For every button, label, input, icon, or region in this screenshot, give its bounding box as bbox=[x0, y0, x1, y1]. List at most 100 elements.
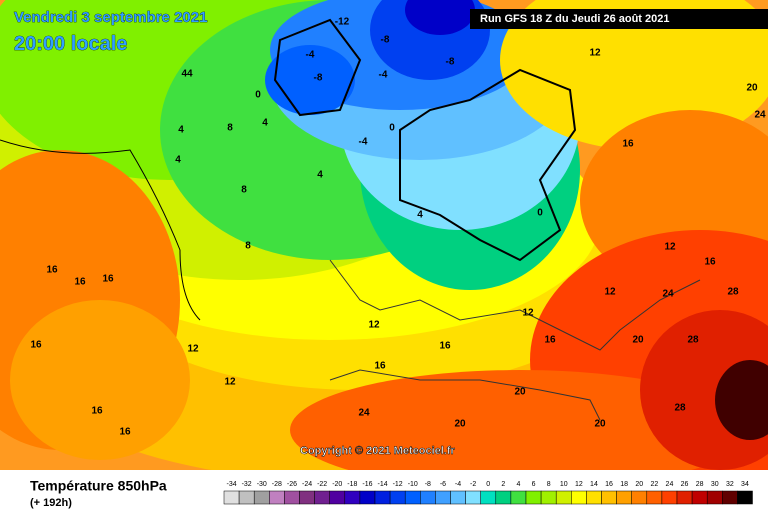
contour-label: 24 bbox=[754, 110, 766, 121]
contour-label: 16 bbox=[74, 277, 86, 288]
scale-swatch bbox=[223, 490, 240, 505]
scale-swatch bbox=[253, 490, 270, 505]
contour-label: 20 bbox=[454, 419, 466, 430]
scale-swatch bbox=[420, 490, 436, 505]
contour-label: -12 bbox=[335, 17, 350, 28]
contour-label: 8 bbox=[241, 185, 247, 196]
contour-label: 16 bbox=[91, 406, 103, 417]
contour-label: 12 bbox=[187, 344, 199, 355]
scale-swatch bbox=[389, 490, 406, 505]
contour-label: 12 bbox=[368, 320, 380, 331]
scale-swatch bbox=[299, 490, 315, 505]
contour bbox=[399, 68, 577, 262]
scale-label: -12 bbox=[393, 481, 403, 488]
contour bbox=[273, 18, 362, 117]
contour-label: 16 bbox=[119, 427, 131, 438]
scale-label: -20 bbox=[332, 481, 342, 488]
contour-label: 4 bbox=[178, 125, 184, 136]
scale-label: 30 bbox=[711, 481, 719, 488]
scale-swatch bbox=[480, 490, 497, 505]
scale-swatch bbox=[601, 490, 617, 505]
contour-label: 0 bbox=[255, 90, 261, 101]
forecast-time: 20:00 locale bbox=[14, 33, 127, 55]
scale-swatch bbox=[722, 490, 738, 505]
contour-label: 8 bbox=[227, 123, 233, 134]
scale-label: 4 bbox=[516, 481, 520, 488]
scale-swatch bbox=[329, 490, 346, 505]
contour-label: 20 bbox=[746, 83, 758, 94]
contour-label: 16 bbox=[544, 335, 556, 346]
parameter: Température 850hPa bbox=[30, 478, 167, 494]
contour-label: 44 bbox=[181, 69, 193, 80]
coastline bbox=[329, 259, 701, 421]
scale-label: 20 bbox=[635, 481, 643, 488]
contour-label: 16 bbox=[439, 341, 451, 352]
run-info: Run GFS 18 Z du Jeudi 26 août 2021 bbox=[480, 13, 670, 25]
contour-label: 16 bbox=[704, 257, 716, 268]
scale-swatch bbox=[238, 490, 255, 505]
contour-label: 4 bbox=[262, 118, 268, 129]
contour-label: 12 bbox=[664, 242, 676, 253]
scale-swatch bbox=[646, 490, 663, 505]
scale-swatch bbox=[525, 490, 542, 505]
contour-label: 4 bbox=[175, 155, 181, 166]
scale-swatch bbox=[284, 490, 300, 505]
scale-label: -2 bbox=[470, 481, 476, 488]
scale-swatch bbox=[661, 490, 678, 505]
contour-label: 12 bbox=[224, 377, 236, 388]
scale-swatch bbox=[510, 490, 527, 505]
scale-swatch bbox=[676, 490, 693, 505]
scale-label: -16 bbox=[362, 481, 372, 488]
scale-swatch bbox=[540, 490, 557, 505]
contour-label: -4 bbox=[379, 70, 388, 81]
scale-swatch bbox=[586, 490, 602, 505]
scale-swatch bbox=[374, 490, 391, 505]
scale-label: 2 bbox=[501, 481, 505, 488]
contour-label: -8 bbox=[381, 35, 390, 46]
scale-label: 22 bbox=[650, 481, 658, 488]
run-box bbox=[470, 9, 768, 29]
scale-swatch bbox=[737, 490, 753, 505]
scale-label: 6 bbox=[532, 481, 536, 488]
scale-swatch bbox=[616, 490, 632, 505]
contour-label: 0 bbox=[537, 208, 543, 219]
contour-label: 20 bbox=[632, 335, 644, 346]
scale-label: -28 bbox=[272, 481, 282, 488]
scale-swatch bbox=[706, 490, 723, 505]
scale-label: 16 bbox=[605, 481, 613, 488]
scale-label: 32 bbox=[726, 481, 734, 488]
scale-label: -14 bbox=[377, 481, 387, 488]
contour bbox=[0, 139, 201, 321]
contour-label: -4 bbox=[359, 137, 368, 148]
scale-swatch bbox=[404, 490, 421, 505]
scale-label: 26 bbox=[681, 481, 689, 488]
contour-label: 24 bbox=[662, 289, 674, 300]
scale-label: 18 bbox=[620, 481, 628, 488]
scale-label: 10 bbox=[560, 481, 568, 488]
contour-label: 4 bbox=[317, 170, 323, 181]
contour-label: 16 bbox=[30, 340, 42, 351]
scale-label: 34 bbox=[741, 481, 749, 488]
contour-label: 16 bbox=[46, 265, 58, 276]
contour-label: 20 bbox=[594, 419, 606, 430]
scale-label: -32 bbox=[242, 481, 252, 488]
scale-swatch bbox=[631, 490, 648, 505]
scale-label: -22 bbox=[317, 481, 327, 488]
contour-label: 24 bbox=[358, 408, 370, 419]
contour-label: 12 bbox=[604, 287, 616, 298]
scale-swatch bbox=[435, 490, 451, 505]
contour-label: 28 bbox=[674, 403, 686, 414]
scale-swatch bbox=[495, 490, 512, 505]
scale-label: 14 bbox=[590, 481, 598, 488]
scale-swatch bbox=[314, 490, 330, 505]
contour-label: 0 bbox=[389, 123, 395, 134]
scale-label: -4 bbox=[455, 481, 461, 488]
contour-label: -4 bbox=[306, 50, 315, 61]
scale-label: -24 bbox=[302, 481, 312, 488]
scale-label: -6 bbox=[440, 481, 446, 488]
scale-label: -26 bbox=[287, 481, 297, 488]
scale-label: -18 bbox=[347, 481, 357, 488]
scale-swatch bbox=[450, 490, 466, 505]
temperature-field bbox=[0, 0, 768, 470]
